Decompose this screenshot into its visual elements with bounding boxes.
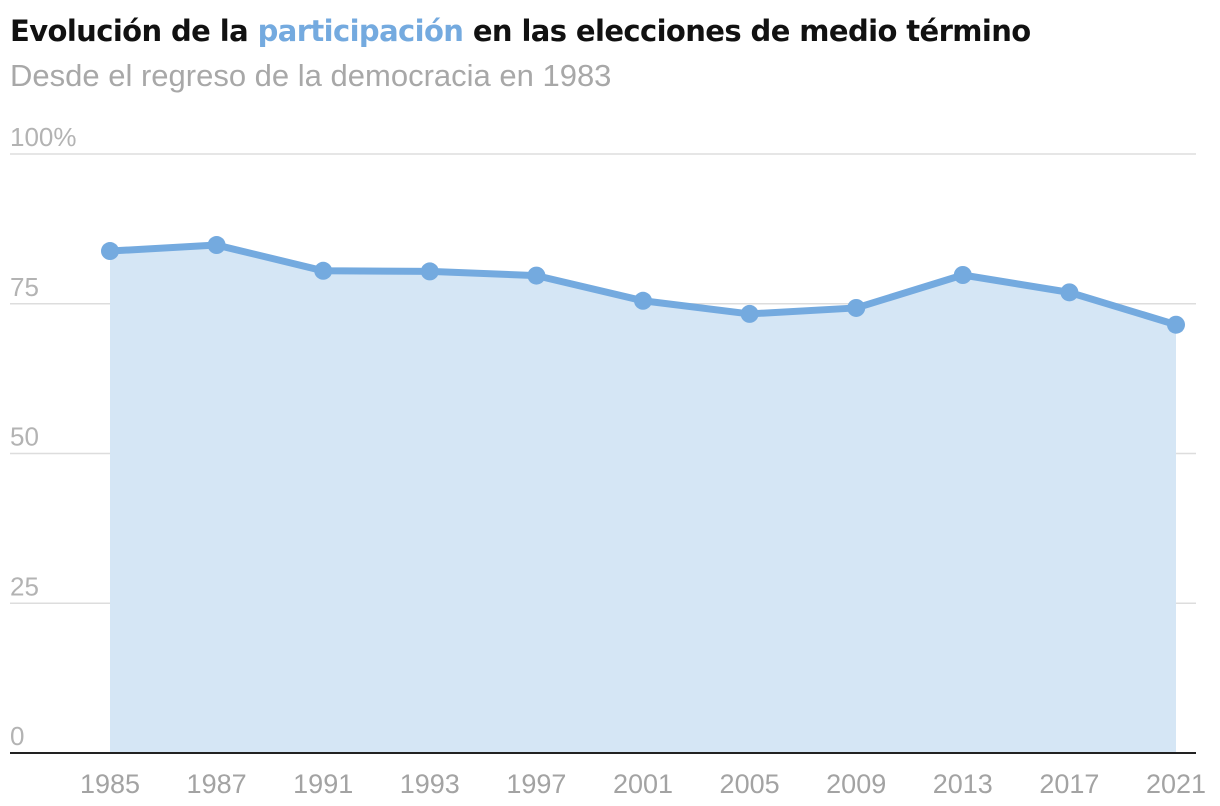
x-tick-label-1993: 1993 (400, 769, 460, 799)
y-tick-label-100: 100% (10, 122, 77, 152)
chart-title: Evolución de la participación en las ele… (10, 14, 1031, 48)
data-point-2005 (740, 304, 759, 323)
title-text-after: en las elecciones de medio término (472, 14, 1031, 48)
chart-subtitle: Desde el regreso de la democracia en 198… (10, 58, 612, 93)
x-tick-label-1991: 1991 (293, 769, 353, 799)
area-layer (110, 245, 1176, 753)
x-tick-label-2001: 2001 (613, 769, 673, 799)
title-highlight: participación (257, 14, 464, 48)
y-tick-label-25: 25 (10, 571, 39, 601)
data-point-2001 (634, 291, 652, 310)
data-point-2017 (1060, 283, 1079, 302)
x-tick-label-2005: 2005 (720, 769, 780, 799)
y-axis-labels: 0 25 50 75 100% (10, 122, 77, 751)
data-point-1991 (314, 261, 333, 280)
data-point-1997 (527, 266, 546, 285)
x-tick-label-1987: 1987 (187, 769, 247, 799)
title-text-before: Evolución de la (10, 14, 249, 48)
x-tick-label-2021: 2021 (1146, 769, 1206, 799)
data-point-1985 (101, 242, 119, 261)
data-point-2009 (847, 298, 866, 317)
x-tick-label-1985: 1985 (80, 769, 140, 799)
y-tick-label-75: 75 (10, 272, 39, 302)
x-tick-label-2017: 2017 (1039, 769, 1099, 799)
data-point-2021 (1167, 315, 1185, 334)
data-point-2013 (953, 265, 972, 284)
y-tick-label-0: 0 (10, 721, 24, 751)
x-tick-label-1997: 1997 (506, 769, 566, 799)
area-fill (110, 245, 1176, 753)
y-tick-label-50: 50 (10, 422, 39, 452)
point-layer (101, 236, 1185, 334)
x-tick-label-2013: 2013 (933, 769, 993, 799)
data-point-1993 (420, 262, 439, 281)
x-axis-labels: 1985 1987 1991 1993 1997 2001 2005 2009 2013 2017… (80, 769, 1206, 799)
x-tick-label-2009: 2009 (826, 769, 886, 799)
data-point-1987 (207, 236, 226, 255)
